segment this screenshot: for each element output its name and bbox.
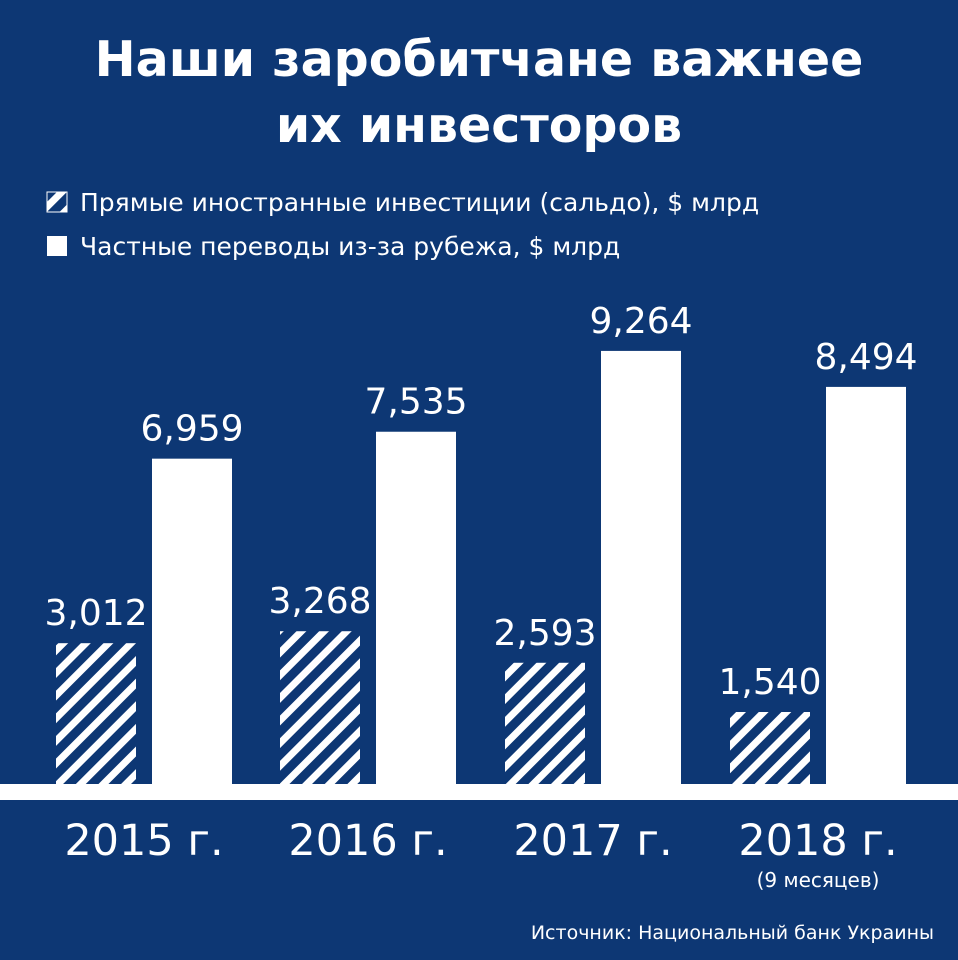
value-label-remittances-2: 7,535: [364, 382, 467, 423]
baseline: [0, 784, 958, 800]
bar-remittances-1: [152, 458, 232, 784]
bar-investments-4: [730, 712, 810, 784]
legend-swatch-hatched: [46, 191, 68, 213]
value-label-remittances-1: 6,959: [140, 409, 243, 450]
bar-remittances-4: [826, 386, 906, 784]
legend-label-investments: Прямые иностранные инвестиции (сальдо), …: [80, 188, 759, 217]
value-label-investments-2: 3,268: [268, 581, 371, 622]
bars-layer: 3,012 6,959 3,268 7,535 2,593 9,264 1,540 8,494: [44, 301, 918, 784]
bar-investments-2: [280, 631, 360, 784]
value-label-remittances-4: 8,494: [814, 337, 917, 378]
x-tick-label-4: 2018 г.: [738, 816, 897, 866]
x-tick-label-1: 2015 г.: [64, 816, 223, 866]
value-label-investments-1: 3,012: [44, 593, 147, 634]
value-label-investments-4: 1,540: [718, 662, 821, 703]
x-axis-labels: 2015 г. 2016 г. 2017 г. 2018 г.(9 месяцев): [64, 816, 897, 892]
legend-label-remittances: Частные переводы из-за рубежа, $ млрд: [80, 232, 620, 261]
x-tick-label-3: 2017 г.: [513, 816, 672, 866]
legend-swatch-solid: [47, 236, 67, 256]
source-note: Источник: Национальный банк Украины: [531, 922, 934, 944]
x-tick-note-4: (9 месяцев): [757, 868, 880, 892]
chart-title-line-1: Наши заробитчане важнее: [95, 31, 864, 88]
value-label-investments-3: 2,593: [493, 613, 596, 654]
bar-remittances-3: [601, 350, 681, 784]
value-label-remittances-3: 9,264: [589, 301, 692, 342]
bar-remittances-2: [376, 431, 456, 784]
bar-investments-3: [505, 662, 585, 784]
bar-investments-1: [56, 643, 136, 784]
chart-title-line-2: их инвесторов: [276, 97, 682, 154]
legend: Прямые иностранные инвестиции (сальдо), …: [46, 188, 759, 261]
x-tick-label-2: 2016 г.: [288, 816, 447, 866]
